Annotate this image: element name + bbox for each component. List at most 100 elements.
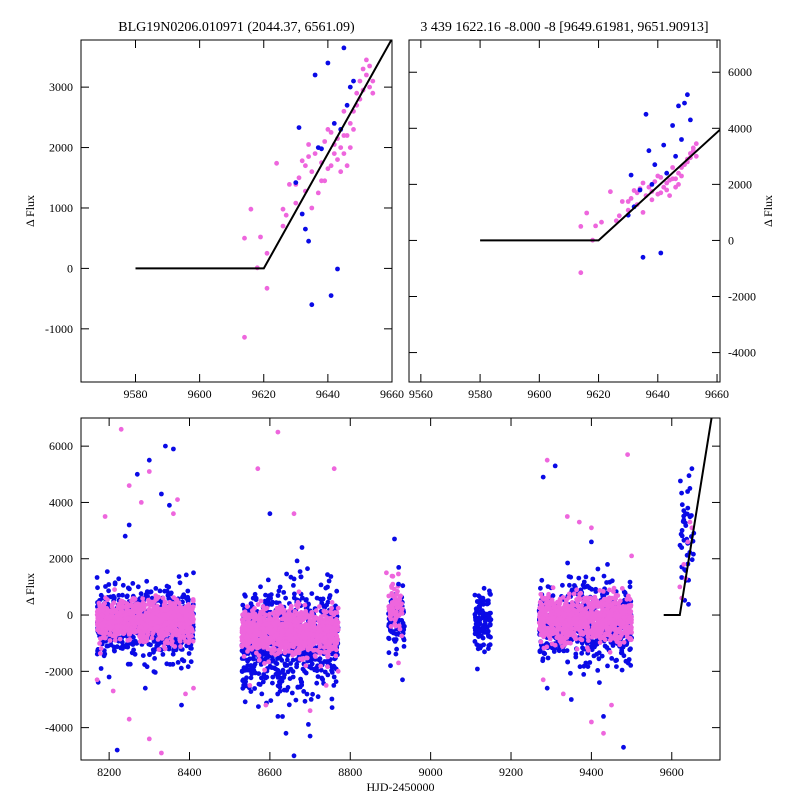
data-point: [325, 660, 330, 666]
data-point: [98, 592, 104, 598]
data-point: [118, 624, 124, 630]
data-point: [188, 659, 194, 665]
data-point: [474, 642, 480, 647]
data-point: [97, 608, 103, 614]
data-point: [397, 597, 403, 602]
data-point: [120, 643, 125, 649]
data-point: [264, 250, 270, 256]
data-point: [370, 90, 376, 96]
data-point: [172, 612, 177, 618]
data-point: [329, 632, 335, 638]
data-point: [391, 599, 397, 604]
data-point: [309, 591, 315, 596]
data-point: [619, 667, 625, 673]
data-point: [121, 630, 127, 636]
data-point: [619, 586, 625, 591]
data-point: [581, 663, 587, 669]
data-point: [188, 618, 194, 624]
y-tick-label: 6000: [728, 65, 752, 79]
data-point: [304, 691, 310, 697]
data-point: [286, 648, 292, 654]
data-point: [386, 650, 392, 656]
data-point: [288, 666, 294, 672]
data-point: [312, 151, 318, 157]
data-point: [335, 623, 340, 628]
data-point: [338, 169, 344, 175]
model-line: [135, 40, 392, 270]
data-point: [312, 647, 317, 653]
data-point: [627, 647, 633, 653]
data-point: [389, 585, 395, 590]
data-point: [313, 608, 319, 613]
data-point: [240, 602, 246, 608]
data-point: [283, 212, 289, 218]
data-point: [240, 678, 246, 684]
data-point: [188, 609, 193, 614]
data-point: [270, 680, 275, 686]
data-point: [265, 577, 271, 583]
data-point: [106, 588, 111, 594]
data-point: [335, 266, 340, 272]
data-point: [589, 586, 595, 592]
data-point: [481, 585, 487, 591]
data-point: [270, 674, 276, 680]
data-point: [649, 197, 655, 203]
data-point: [285, 685, 291, 690]
data-point: [150, 630, 156, 636]
data-point: [95, 585, 100, 591]
data-point: [155, 624, 161, 630]
data-point: [568, 670, 573, 676]
data-point: [294, 661, 300, 667]
data-point: [303, 226, 308, 232]
data-point: [320, 596, 326, 602]
data-point: [186, 651, 192, 656]
data-point: [621, 639, 627, 645]
data-point: [314, 668, 320, 674]
data-point: [99, 624, 105, 630]
data-point: [153, 586, 159, 591]
data-point: [556, 648, 562, 654]
data-point: [273, 620, 278, 625]
data-point: [124, 594, 130, 600]
data-point: [167, 599, 173, 605]
data-point: [628, 172, 634, 178]
data-point: [667, 193, 672, 199]
data-point: [341, 108, 347, 114]
data-point: [357, 78, 363, 84]
data-point: [174, 627, 180, 633]
data-point: [560, 644, 565, 649]
data-point: [351, 78, 356, 84]
data-point: [287, 633, 293, 639]
data-point: [360, 66, 366, 72]
data-point: [472, 592, 478, 598]
data-point: [400, 583, 406, 589]
data-point: [138, 624, 144, 630]
data-point: [488, 592, 493, 597]
data-point: [364, 72, 369, 78]
data-point: [138, 591, 144, 597]
data-point: [670, 165, 675, 170]
data-point: [149, 621, 155, 627]
data-point: [243, 626, 249, 632]
data-point: [311, 624, 317, 629]
data-point: [173, 618, 179, 623]
data-point: [94, 575, 100, 580]
data-point: [164, 626, 169, 632]
data-point: [184, 617, 190, 623]
data-point: [154, 604, 160, 610]
data-point: [396, 571, 401, 577]
x-tick-label: 9660: [380, 387, 404, 401]
data-point: [140, 653, 146, 658]
data-point: [274, 605, 280, 611]
data-point: [308, 697, 314, 702]
data-point: [277, 636, 283, 642]
data-point: [125, 638, 131, 643]
data-point: [347, 84, 353, 90]
data-point: [255, 602, 261, 607]
data-point: [545, 655, 551, 661]
data-point: [473, 606, 479, 612]
data-point: [335, 637, 341, 642]
data-point: [685, 92, 690, 98]
data-point: [386, 636, 392, 642]
data-point: [266, 659, 271, 665]
